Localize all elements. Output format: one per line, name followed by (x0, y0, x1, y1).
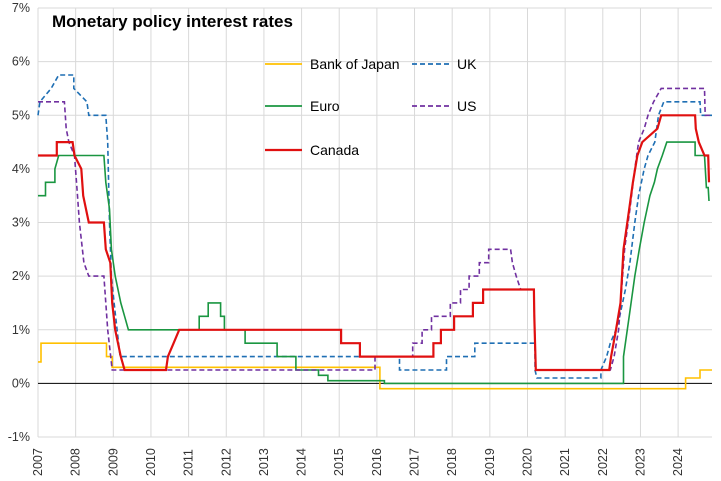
y-tick-label: 5% (12, 108, 30, 122)
legend-label-euro: Euro (310, 98, 340, 114)
x-tick-label: 2007 (31, 448, 45, 476)
x-tick-label: 2019 (483, 448, 497, 476)
grid-lines (37, 7, 712, 438)
series-line-canada (38, 114, 711, 372)
x-tick-label: 2020 (520, 448, 534, 476)
legend: Bank of Japan UK Euro US Canada (265, 56, 477, 158)
x-tick-label: 2023 (633, 448, 647, 476)
series-line-euro (38, 141, 710, 385)
x-tick-label: 2021 (558, 448, 572, 476)
x-tick-label: 2018 (445, 448, 459, 476)
chart-title: Monetary policy interest rates (52, 12, 293, 31)
x-tick-label: 2010 (144, 448, 158, 476)
y-tick-label: 0% (12, 376, 30, 390)
x-tick-label: 2022 (596, 448, 610, 476)
legend-label-us: US (457, 98, 476, 114)
y-tick-label: 1% (12, 323, 30, 337)
x-tick-label: 2013 (257, 448, 271, 476)
x-tick-label: 2012 (219, 448, 233, 476)
y-tick-label: 7% (12, 1, 30, 15)
x-tick-label: 2017 (408, 448, 422, 476)
series-lines (37, 74, 712, 390)
y-tick-label: 6% (12, 55, 30, 69)
y-tick-label: 2% (12, 269, 30, 283)
legend-label-canada: Canada (310, 142, 359, 158)
x-tick-label: 2016 (370, 448, 384, 476)
x-tick-label: 2011 (182, 449, 196, 476)
y-tick-label: 3% (12, 216, 30, 230)
series-line-bank-of-japan (38, 342, 712, 390)
x-tick-label: 2008 (69, 448, 83, 476)
legend-label-uk: UK (457, 56, 477, 72)
axes: -1% 0% 1% 2% 3% 4% 5% 6% 7% 2007 2008 2009 2010 2011 2… (8, 1, 712, 476)
x-tick-label: 2015 (332, 448, 346, 476)
y-tick-label: -1% (8, 430, 30, 444)
legend-label-bank-of-japan: Bank of Japan (310, 56, 400, 72)
y-tick-label: 4% (12, 162, 30, 176)
series-line-us (38, 87, 712, 371)
x-tick-label: 2024 (671, 448, 685, 476)
x-tick-label: 2009 (106, 448, 120, 476)
series-line-uk (37, 74, 712, 379)
x-tick-label: 2014 (295, 448, 309, 476)
